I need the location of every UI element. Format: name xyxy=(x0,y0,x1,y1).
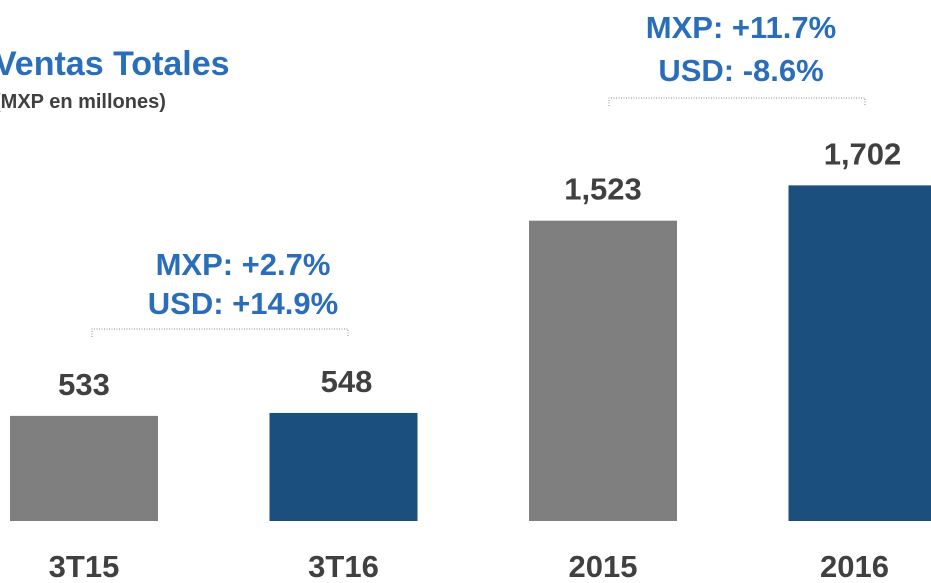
bracket xyxy=(608,97,866,106)
x-tick-label: 2015 xyxy=(569,549,638,583)
annotation: MXP: +11.7% xyxy=(646,10,836,45)
annotation: USD: -8.6% xyxy=(658,53,823,88)
chart-title: Ventas Totales xyxy=(0,45,230,83)
x-tick-label: 3T15 xyxy=(49,549,120,583)
annotation: MXP: +2.7% xyxy=(156,247,331,282)
annotation: USD: +14.9% xyxy=(148,286,338,321)
bar xyxy=(10,415,158,521)
bracket xyxy=(91,328,349,337)
bar xyxy=(529,220,677,521)
bar xyxy=(788,185,931,521)
x-tick-label: 2016 xyxy=(820,549,889,583)
bar xyxy=(269,412,418,521)
x-tick-label: 3T16 xyxy=(308,549,379,583)
value-label: 533 xyxy=(58,367,110,402)
chart-subtitle: (MXP en millones) xyxy=(0,91,166,113)
value-label: 548 xyxy=(321,364,373,399)
value-label: 1,523 xyxy=(564,172,642,207)
value-label: 1,702 xyxy=(824,136,902,171)
